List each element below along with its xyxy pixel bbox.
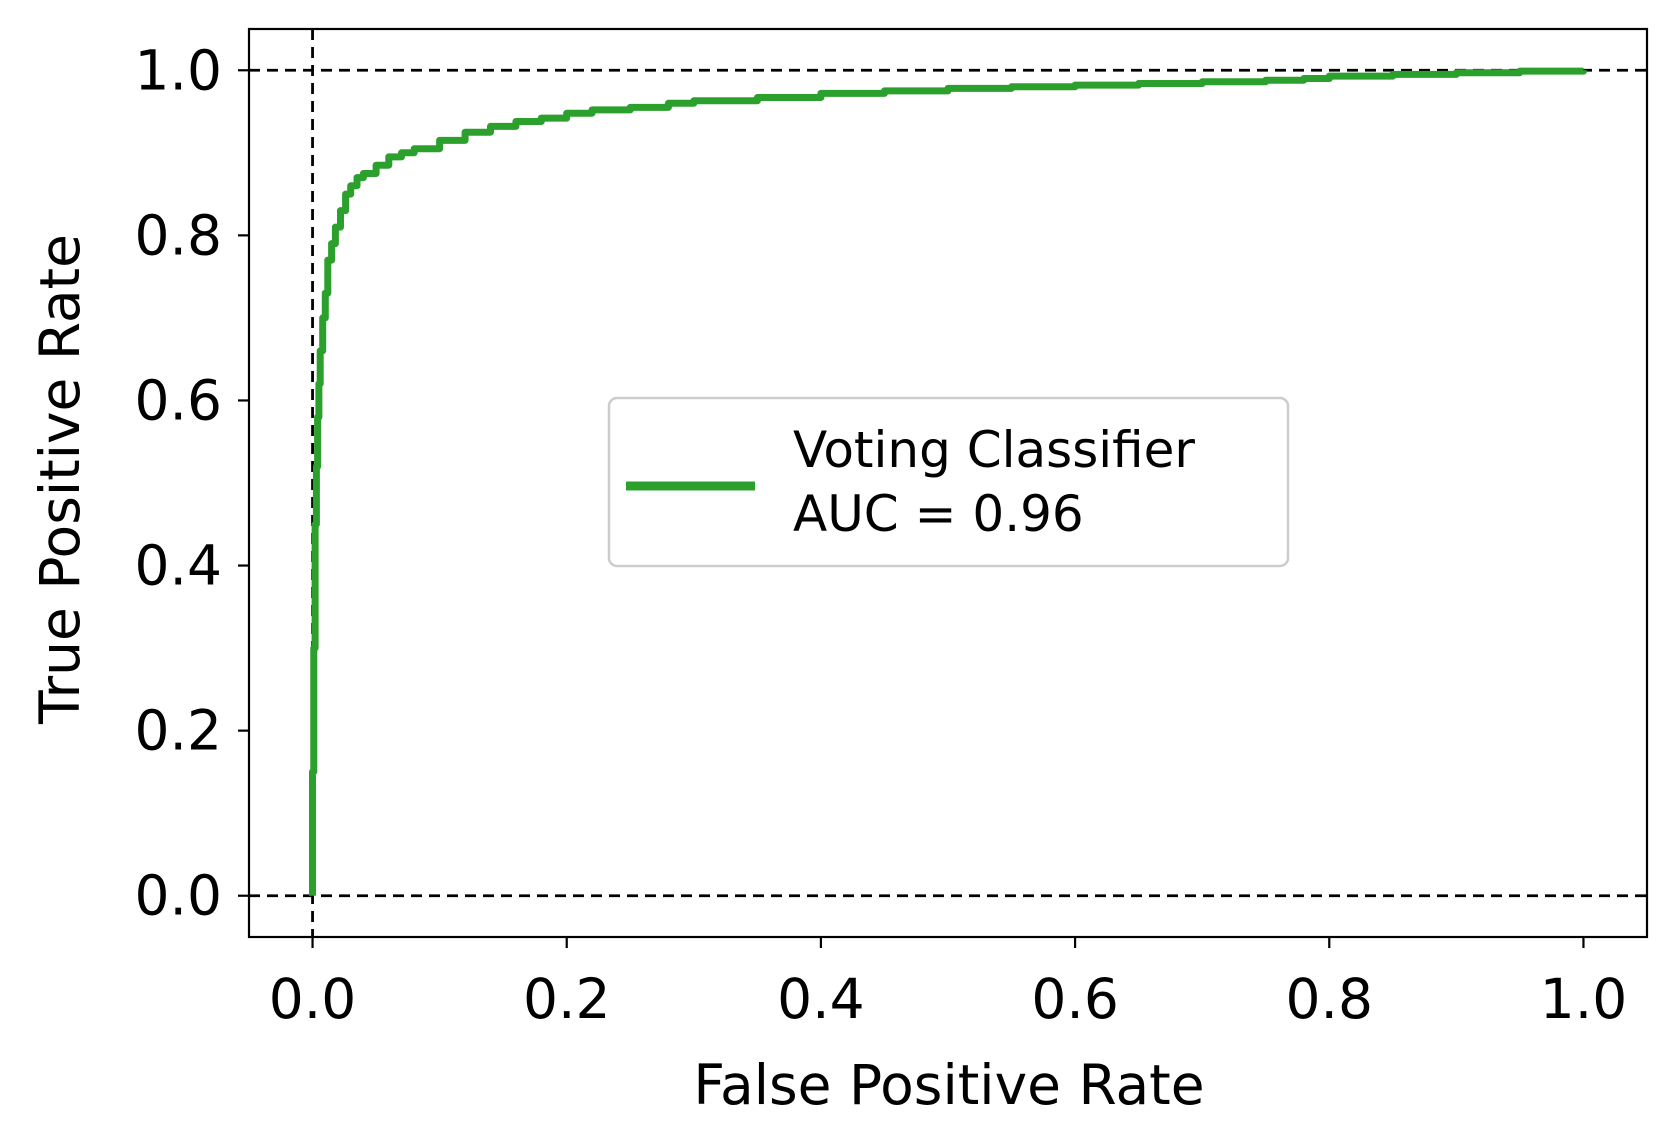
- y-tick-label-0: 0.0: [135, 864, 222, 928]
- legend: Voting Classifier AUC = 0.96: [607, 396, 1290, 568]
- x-tick-label-4: 0.8: [1286, 967, 1373, 1031]
- series-layer: [309, 67, 1587, 896]
- y-axis-label: True Positive Rate: [28, 234, 92, 725]
- y-tick-label-1: 0.2: [135, 699, 222, 763]
- y-tick-label-5: 1.0: [135, 38, 222, 102]
- x-tick-label-2: 0.4: [777, 967, 864, 1031]
- legend-label-line-2: AUC = 0.96: [793, 485, 1084, 543]
- x-axis-ticks: 0.0 0.2 0.4 0.6 0.8 1.0: [269, 937, 1627, 1031]
- x-tick-label-1: 0.2: [523, 967, 610, 1031]
- roc-curve-series-0: [309, 67, 1587, 896]
- y-tick-label-2: 0.4: [135, 534, 222, 598]
- y-tick-label-3: 0.6: [135, 368, 222, 432]
- x-tick-label-0: 0.0: [269, 967, 356, 1031]
- x-tick-label-3: 0.6: [1031, 967, 1118, 1031]
- y-axis-ticks: 0.0 0.2 0.4 0.6 0.8 1.0: [135, 38, 249, 928]
- plot-frame: [247, 27, 1649, 939]
- legend-label-line-1: Voting Classifier: [793, 421, 1195, 479]
- y-tick-label-4: 0.8: [135, 203, 222, 267]
- legend-box: [607, 396, 1290, 568]
- x-tick-label-5: 1.0: [1540, 967, 1627, 1031]
- x-axis-label: False Positive Rate: [693, 1053, 1204, 1117]
